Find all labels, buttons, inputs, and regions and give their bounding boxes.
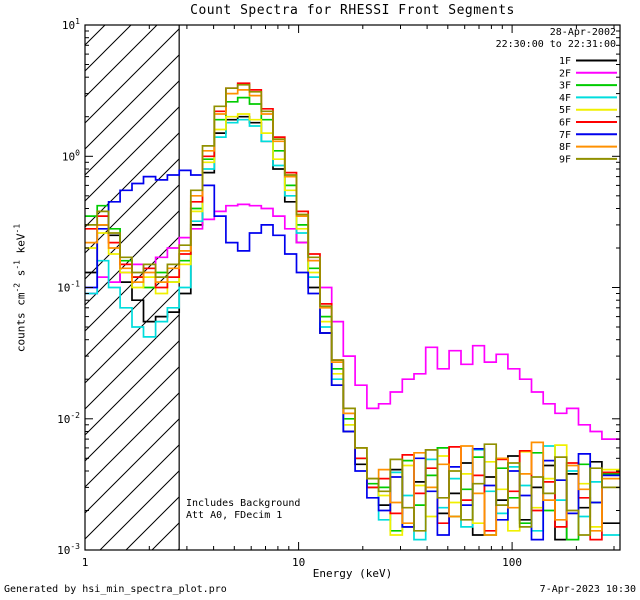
legend-label-2F: 2F: [559, 68, 571, 79]
x-tick-label: 1: [82, 556, 89, 569]
legend-label-3F: 3F: [559, 81, 571, 92]
x-tick-label: 100: [502, 556, 522, 569]
generated-by-text: Generated by hsi_min_spectra_plot.pro: [4, 584, 227, 595]
legend-label-9F: 9F: [559, 154, 571, 165]
y-tick-label: 10-1: [57, 280, 80, 295]
y-tick-label: 10-2: [57, 411, 80, 426]
legend-label-5F: 5F: [559, 105, 571, 116]
series-line-9F: [85, 83, 620, 536]
legend-label-8F: 8F: [559, 142, 571, 153]
y-tick-label: 10-3: [57, 542, 80, 557]
observation-time-range: 22:30:00 to 22:31:00: [495, 39, 616, 50]
legend-label-6F: 6F: [559, 118, 571, 129]
page-title: Count Spectra for RHESSI Front Segments: [190, 3, 515, 18]
background-note: Includes Background: [186, 498, 301, 509]
attenuator-note: Att A0, FDecim 1: [186, 510, 283, 521]
series-line-2F: [85, 203, 620, 440]
x-tick-label: 10: [292, 556, 305, 569]
series-line-7F: [85, 169, 620, 541]
y-tick-label: 100: [62, 148, 80, 163]
y-tick-label: 101: [62, 17, 80, 32]
series-lines: [85, 82, 620, 541]
series-line-8F: [85, 89, 620, 536]
legend-label-7F: 7F: [559, 130, 571, 141]
y-axis-label: counts cm-2 s-1 keV-1: [12, 223, 28, 353]
axis-ticks: [84, 24, 620, 551]
x-axis-label: Energy (keV): [312, 567, 393, 580]
legend-label-4F: 4F: [559, 93, 571, 104]
series-line-5F: [85, 113, 620, 536]
print-timestamp: 7-Apr-2023 10:30: [539, 584, 636, 595]
observation-date: 28-Apr-2002: [549, 27, 616, 38]
legend-label-1F: 1F: [559, 56, 571, 67]
